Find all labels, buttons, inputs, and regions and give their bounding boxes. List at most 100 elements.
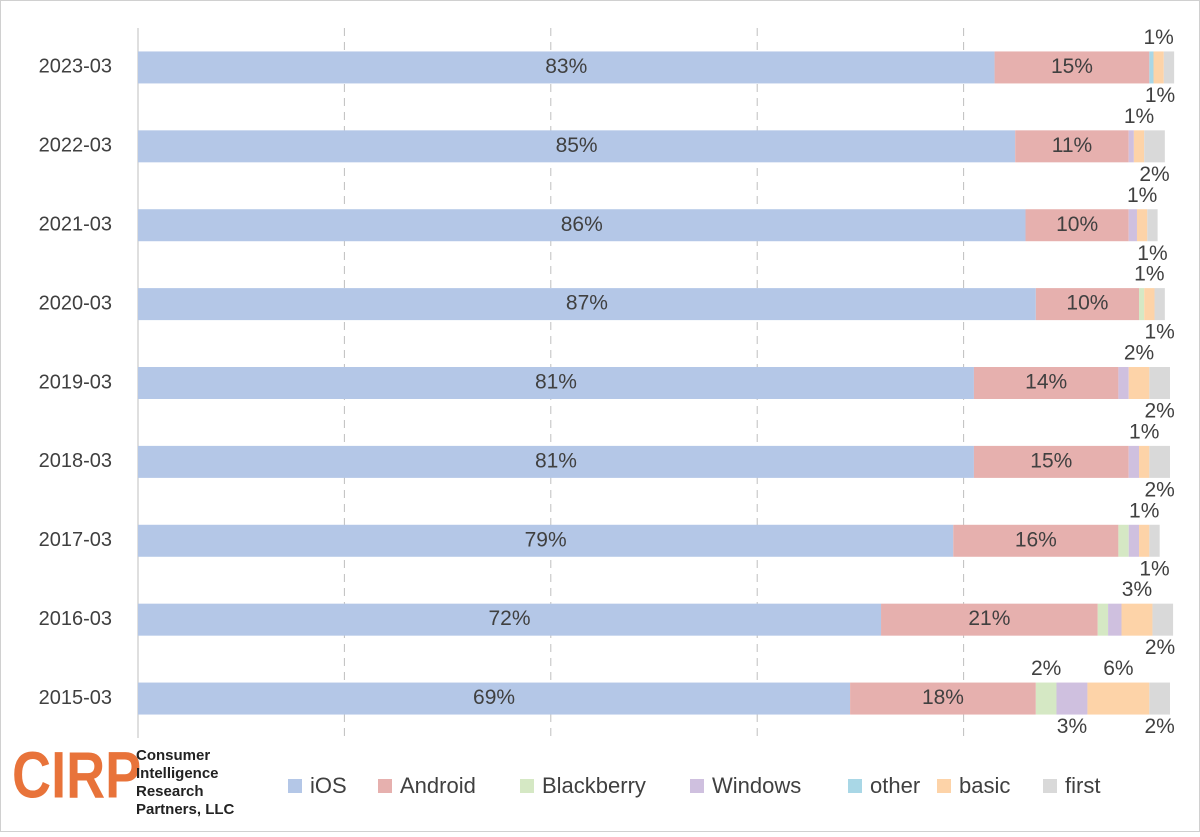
legend-swatch [690,779,704,793]
data-label: 83% [545,55,587,78]
legend-swatch [288,779,302,793]
bar-segment [881,603,1098,636]
legend-label: other [870,773,920,798]
data-label: 1% [1145,321,1175,344]
bar-segment [1144,288,1155,321]
bar-segment [1136,209,1148,242]
bar-segment [1163,51,1175,84]
data-label: 87% [566,292,608,315]
data-label: 1% [1127,184,1157,207]
data-label: 2% [1124,342,1154,365]
bar-segment [138,367,974,399]
data-label: 10% [1056,213,1098,236]
bar-segment [1154,288,1165,321]
data-label: 1% [1129,499,1159,522]
data-label: 81% [535,449,577,472]
bar-segment [1139,524,1150,557]
bar-segment [1035,288,1140,321]
bar-segment [1121,603,1153,636]
y-tick-label: 2020-03 [39,292,112,314]
bar-segment [1128,367,1150,399]
legend-swatch [1043,779,1057,793]
data-label: 1% [1143,26,1173,49]
data-label: 72% [489,607,531,630]
data-label: 1% [1124,105,1154,128]
bar-segment [138,603,882,636]
data-label: 15% [1051,55,1093,78]
bar-segment [1139,288,1145,321]
data-label: 86% [561,213,603,236]
legend-label: Windows [712,773,801,798]
data-label: 79% [525,528,567,551]
y-tick-label: 2022-03 [39,135,112,157]
bar-segment [1025,209,1129,242]
data-label: 2% [1031,657,1061,680]
bar-segment [1035,682,1057,715]
bar-segment [1149,524,1160,557]
y-tick-label: 2019-03 [39,371,112,393]
legend-swatch [848,779,862,793]
logo-line: Research [136,783,204,800]
data-label: 2% [1145,636,1175,659]
data-label: 2% [1145,400,1175,423]
data-label: 1% [1137,242,1167,265]
bar-segment [138,445,974,478]
legend-swatch [937,779,951,793]
data-label: 3% [1122,578,1152,601]
data-label: 85% [556,134,598,157]
data-label: 2% [1145,715,1175,738]
bar-segment [1149,682,1170,715]
bar-segment [1015,130,1129,163]
legend-label: Android [400,773,476,798]
data-label: 3% [1057,715,1087,738]
bar-segment [138,682,851,715]
bar-segment [1128,524,1140,557]
bar-segment [1152,603,1174,636]
logo: CIRP Consumer Intelligence Research Part… [12,737,235,818]
bar-segment [953,524,1119,557]
logo-line: Intelligence [136,765,219,782]
bar-segment [1128,209,1137,242]
bar-segment [138,51,995,84]
bar-segment [1087,682,1150,715]
bar-segment [850,682,1036,715]
bar-segment [138,209,1026,242]
legend-label: first [1065,773,1100,798]
bar-segment [994,51,1150,84]
data-label: 1% [1129,420,1159,443]
data-label: 15% [1030,449,1072,472]
bar-segment [1133,130,1145,163]
legend-label: Blackberry [542,773,646,798]
bar-segment [1147,209,1158,242]
legend-swatch [378,779,392,793]
bar-segment [1108,603,1122,636]
bar-segment [973,367,1119,399]
bar-segment [138,524,954,557]
data-label: 21% [968,607,1010,630]
bar-segment [1149,367,1170,399]
data-label: 6% [1103,657,1133,680]
data-label: 16% [1015,528,1057,551]
logo-line: Partners, LLC [136,801,235,818]
data-label: 18% [922,686,964,709]
logo-mark: CIRP [12,737,141,811]
bar-segment [138,130,1016,163]
y-tick-label: 2016-03 [39,608,112,630]
bar-segment [1128,130,1134,163]
bar-segment [1097,603,1109,636]
y-tick-label: 2023-03 [39,56,112,78]
logo-line: Consumer [136,747,210,764]
data-label: 81% [535,371,577,394]
data-label: 1% [1139,557,1169,580]
y-tick-label: 2017-03 [39,529,112,551]
bar-segment [1144,130,1165,163]
bar-segment [1118,367,1129,399]
legend-swatch [520,779,534,793]
bar-segment [1149,445,1170,478]
bar-segment [1139,445,1150,478]
data-label: 11% [1052,134,1092,157]
bar-segment [1128,445,1140,478]
data-label: 1% [1145,84,1175,107]
